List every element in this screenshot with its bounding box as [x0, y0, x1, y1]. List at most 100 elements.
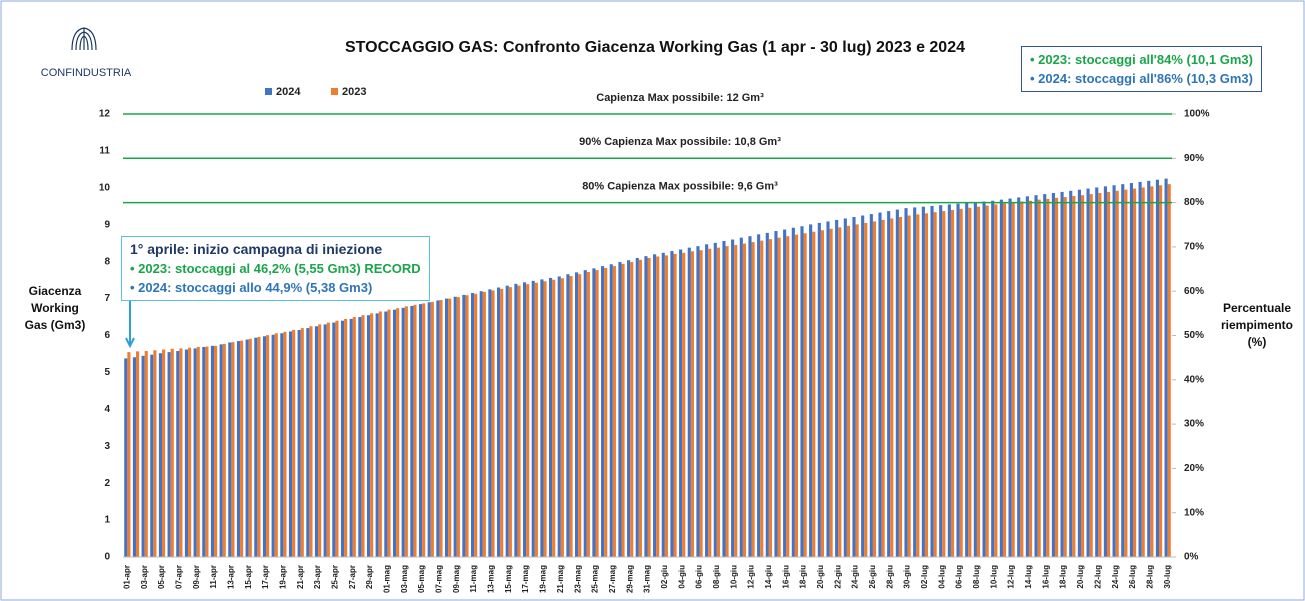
x-tick-label: 16-lug	[1041, 565, 1050, 589]
bar	[835, 219, 839, 557]
bar	[456, 297, 460, 557]
bar	[283, 331, 287, 557]
x-tick-label: 07-mag	[435, 565, 444, 593]
bar	[653, 254, 657, 558]
legend-label: 2024	[276, 86, 301, 98]
x-tick-label: 16-giu	[781, 565, 790, 589]
x-tick-label: 15-apr	[244, 565, 253, 589]
x-tick-label: 03-apr	[140, 565, 149, 589]
bar	[583, 270, 587, 557]
bar	[228, 342, 232, 557]
brand: CONFINDUSTRIA	[41, 67, 132, 79]
bar	[1164, 178, 1168, 557]
bar	[601, 266, 605, 557]
bar	[479, 291, 483, 557]
bar	[1150, 186, 1154, 557]
bar	[800, 226, 804, 557]
bar	[517, 285, 521, 557]
x-tick-label: 03-mag	[400, 565, 409, 593]
bar	[306, 328, 310, 557]
bar	[309, 326, 313, 557]
x-tick-label: 27-mag	[608, 565, 617, 593]
x-tick-label: 14-giu	[764, 565, 773, 589]
bar	[427, 302, 431, 557]
bar	[566, 274, 570, 557]
bar	[760, 240, 764, 558]
bar	[1138, 181, 1142, 557]
x-tick-label: 29-mag	[625, 565, 634, 593]
bar	[852, 216, 856, 557]
bar	[907, 215, 911, 558]
x-tick-label: 22-lug	[1093, 565, 1102, 589]
bar	[508, 287, 512, 557]
bar	[179, 348, 183, 557]
y2-tick-label: 70%	[1184, 242, 1204, 253]
reference-label: Capienza Max possibile: 12 Gm³	[596, 92, 764, 104]
summary-box: • 2023: stoccaggi all'84% (10,1 Gm3) • 20…	[1021, 46, 1262, 92]
bar	[924, 213, 929, 557]
bar	[1060, 191, 1064, 557]
bar	[722, 240, 726, 557]
bar	[219, 344, 223, 557]
bar	[673, 253, 677, 557]
bar	[930, 205, 934, 558]
bar	[1141, 187, 1145, 557]
bar	[344, 318, 348, 557]
bar	[144, 351, 148, 557]
bar	[803, 233, 807, 557]
bar	[413, 304, 417, 557]
y2-tick-label: 20%	[1184, 463, 1204, 474]
bar	[855, 224, 859, 557]
bar	[196, 346, 200, 557]
bar	[1020, 201, 1024, 557]
x-tick-label: 12-lug	[1007, 565, 1016, 589]
bar	[661, 252, 665, 557]
bar	[543, 281, 547, 557]
x-tick-label: 02-giu	[660, 565, 669, 589]
bar	[491, 290, 495, 557]
y2-axis-label: Percentuale riempimento (%)	[1220, 301, 1293, 349]
bar	[713, 242, 717, 557]
bar	[687, 247, 691, 557]
bar	[141, 355, 145, 557]
bar	[569, 276, 573, 557]
bar	[846, 225, 851, 558]
bar	[176, 351, 180, 557]
bar	[968, 207, 972, 558]
y-tick-label: 6	[104, 330, 110, 341]
x-tick-label: 26-lug	[1128, 565, 1137, 589]
bar	[1069, 190, 1073, 557]
x-tick-label: 09-apr	[192, 565, 201, 589]
bar	[1106, 191, 1111, 557]
bar	[621, 263, 625, 557]
y2-tick-label: 100%	[1184, 109, 1210, 120]
bar	[887, 211, 891, 558]
y-tick-label: 9	[104, 219, 110, 230]
x-tick-label: 05-apr	[157, 565, 166, 589]
bar	[323, 324, 327, 557]
x-tick-label: 19-apr	[278, 565, 287, 589]
x-tick-label: 30-giu	[903, 565, 912, 589]
bar	[1080, 195, 1085, 557]
x-tick-label: 01-mag	[383, 565, 392, 593]
y2-tick-label: 60%	[1184, 286, 1204, 297]
bar	[297, 329, 301, 557]
x-tick-label: 25-mag	[591, 565, 600, 593]
bar	[300, 328, 304, 557]
bar	[162, 349, 166, 557]
bar	[647, 257, 651, 557]
y2-tick-label: 10%	[1184, 507, 1204, 518]
bar	[999, 199, 1003, 557]
bar	[193, 348, 197, 557]
bar	[1158, 185, 1163, 558]
bar	[838, 227, 842, 557]
bar	[326, 322, 330, 557]
bar	[1037, 199, 1041, 557]
bar	[786, 236, 790, 558]
bar	[396, 308, 400, 557]
x-tick-label: 20-lug	[1076, 565, 1085, 589]
bar	[1098, 193, 1102, 558]
bar	[552, 279, 556, 557]
bar	[422, 303, 426, 557]
x-tick-label: 18-lug	[1059, 565, 1068, 589]
